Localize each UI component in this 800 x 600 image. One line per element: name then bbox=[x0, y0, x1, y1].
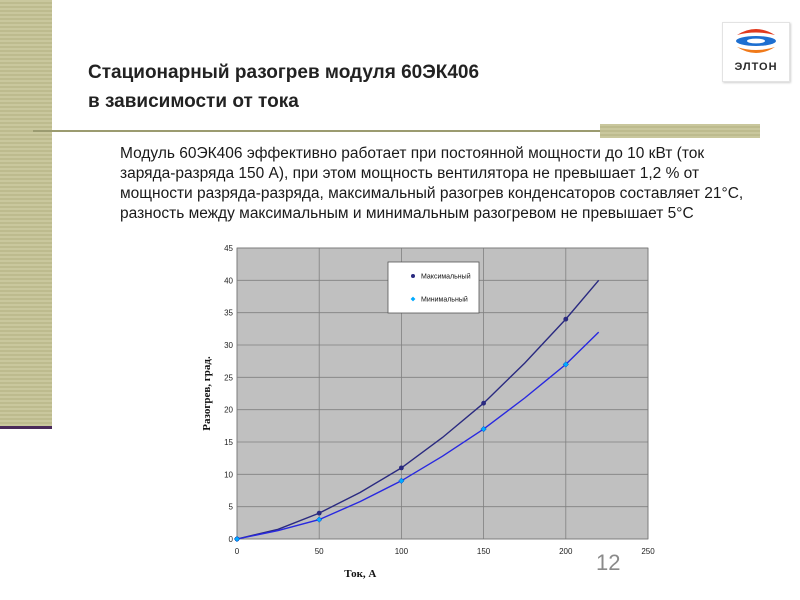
legend: Максимальный Минимальный bbox=[387, 261, 480, 314]
y-tick-label: 25 bbox=[224, 373, 233, 382]
y-tick-label: 10 bbox=[224, 470, 233, 479]
page-number: 12 bbox=[596, 550, 621, 575]
legend-box bbox=[387, 261, 480, 314]
y-tick-label: 5 bbox=[229, 503, 234, 512]
legend-marker-max bbox=[411, 274, 415, 278]
series-max-point bbox=[563, 316, 569, 322]
company-logo: ЭЛТОН bbox=[722, 22, 790, 82]
legend-label-min: Минимальный bbox=[421, 296, 468, 304]
left-decor-line bbox=[0, 426, 52, 429]
left-decor-bar bbox=[0, 0, 52, 428]
y-tick-label: 35 bbox=[224, 309, 233, 318]
series-min-point bbox=[480, 425, 487, 433]
plot-border bbox=[236, 247, 649, 540]
x-tick-label: 150 bbox=[477, 547, 491, 556]
legend-label-max: Максимальный bbox=[421, 273, 471, 281]
x-tick-label: 0 bbox=[235, 547, 240, 556]
series-min-line bbox=[236, 331, 600, 540]
x-tick-label: 250 bbox=[641, 547, 655, 556]
series-max-point bbox=[316, 510, 322, 516]
slide-title: Стационарный разогрев модуля 60ЭК406 в з… bbox=[88, 58, 479, 116]
slide-title-line-1: Стационарный разогрев модуля 60ЭК406 bbox=[88, 62, 480, 83]
series-min-point bbox=[398, 477, 405, 484]
logo-emblem-icon bbox=[736, 29, 776, 53]
series-max-point bbox=[399, 465, 404, 471]
series-min-point bbox=[562, 361, 569, 368]
description-text: Модуль 60ЭК406 эффективно работает при п… bbox=[120, 145, 744, 222]
series-max-point bbox=[481, 400, 486, 406]
y-tick-label: 20 bbox=[224, 406, 233, 415]
y-tick-label: 0 bbox=[229, 535, 234, 544]
series-max-line bbox=[236, 279, 600, 540]
y-tick-label: 30 bbox=[224, 341, 233, 350]
heating-chart: 0 5 10 15 20 25 30 35 40 45 0 50 100 150 200 250 Разог… bbox=[201, 244, 655, 580]
series-min-point bbox=[233, 535, 241, 543]
slide-title-line-2: в зависимости от тока bbox=[88, 91, 299, 112]
x-tick-label: 200 bbox=[559, 547, 573, 556]
x-tick-label: 50 bbox=[315, 547, 324, 556]
logo-text: ЭЛТОН bbox=[734, 61, 778, 73]
y-tick-label: 45 bbox=[224, 244, 233, 253]
y-axis-label: Разогрев, град. bbox=[201, 356, 213, 431]
series-min-point bbox=[316, 516, 323, 523]
x-tick-label: 100 bbox=[395, 547, 409, 556]
title-divider bbox=[33, 130, 760, 132]
y-tick-label: 40 bbox=[224, 276, 233, 285]
title-divider-block bbox=[600, 124, 760, 138]
y-tick-label: 15 bbox=[224, 438, 233, 447]
x-axis-label: Ток, А bbox=[344, 568, 376, 580]
